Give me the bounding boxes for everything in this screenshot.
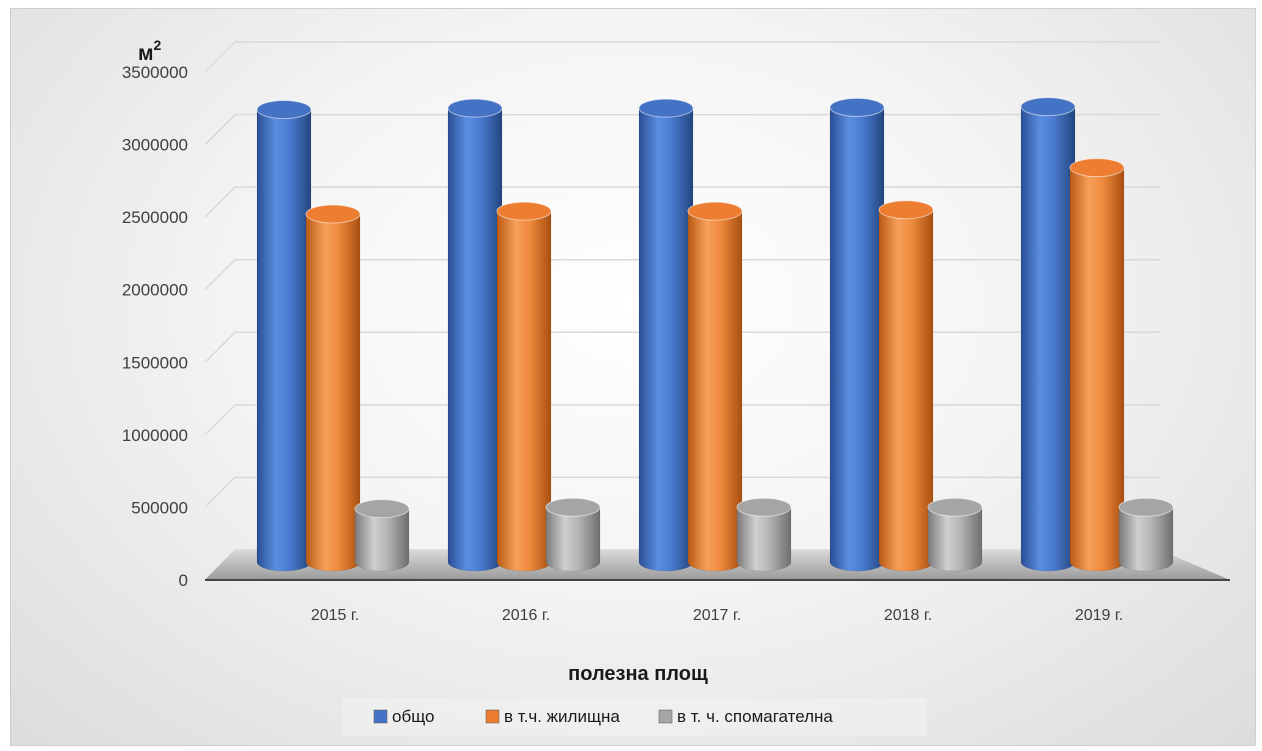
x-tick-label: 2016 г. (502, 607, 550, 624)
bar (687, 201, 743, 572)
y-tick-label: 2500000 (122, 208, 188, 227)
bar (638, 98, 694, 572)
gridline (204, 41, 1160, 73)
svg-text:в т. ч. спомагателна: в т. ч. спомагателна (677, 707, 833, 726)
y-tick-label: 1500000 (122, 353, 188, 372)
bars (256, 97, 1174, 572)
y-tick-label: 500000 (131, 498, 188, 517)
y-tick-label: 0 (179, 571, 188, 590)
chart-title: полезна площ (568, 663, 708, 685)
bar (1020, 97, 1076, 572)
bar (305, 204, 361, 572)
y-tick-label: 1000000 (122, 426, 188, 445)
bar (1069, 158, 1125, 572)
y-axis-unit: м2 (138, 37, 162, 65)
bar (545, 497, 601, 572)
bar (354, 499, 410, 572)
bar (927, 497, 983, 572)
legend-item: в т.ч. жилищна (485, 707, 620, 726)
x-tick-label: 2018 г. (884, 607, 932, 624)
x-tick-label: 2015 г. (311, 607, 359, 624)
bar (878, 200, 934, 572)
x-tick-label: 2019 г. (1075, 607, 1123, 624)
bar (736, 497, 792, 572)
y-tick-label: 2000000 (122, 281, 188, 300)
svg-text:в т.ч. жилищна: в т.ч. жилищна (504, 707, 620, 726)
bar (496, 201, 552, 572)
y-tick-label: 3500000 (122, 63, 188, 82)
svg-text:общо: общо (392, 707, 434, 726)
legend-item: в т. ч. спомагателна (658, 707, 833, 726)
legend-item: общо (373, 707, 434, 726)
x-tick-label: 2017 г. (693, 607, 741, 624)
bar (1118, 497, 1174, 572)
bar (447, 98, 503, 572)
legend: общо в т.ч. жилищна в т. ч. спомагателна (342, 698, 927, 736)
bar (829, 97, 885, 572)
x-axis-ticks: 2015 г. 2016 г. 2017 г. 2018 г. 2019 г. (311, 607, 1123, 624)
bar (256, 100, 312, 572)
y-axis-ticks: 0 500000 1000000 1500000 2000000 2500000 30000… (122, 63, 188, 590)
y-tick-label: 3000000 (122, 136, 188, 155)
